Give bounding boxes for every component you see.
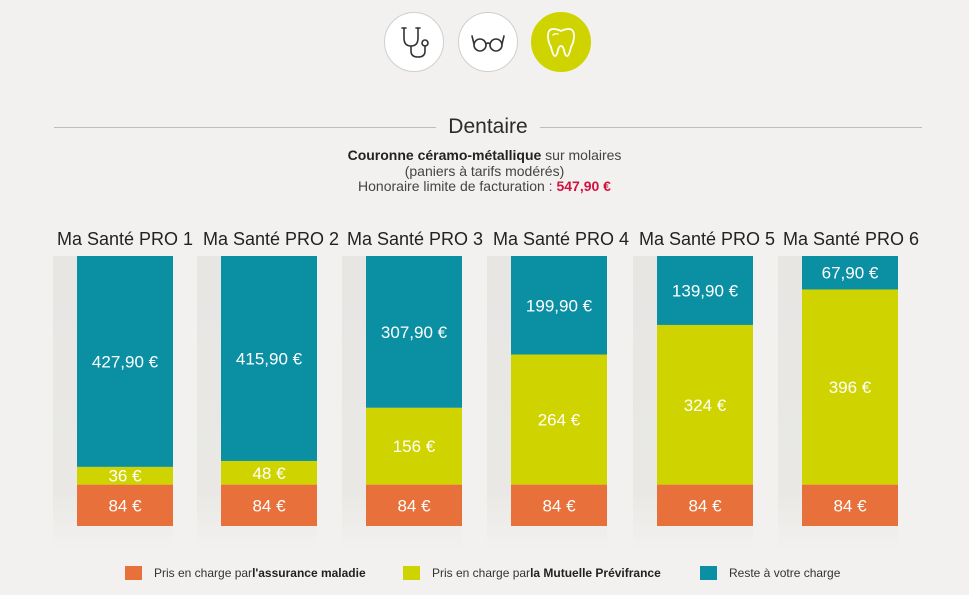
bar-value-label: 84 € xyxy=(833,496,867,515)
bar-value-label: 48 € xyxy=(252,464,286,483)
bar-column: 84 € 324 € 139,90 € xyxy=(633,256,753,550)
bar-column: 84 € 48 € 415,90 € xyxy=(197,256,317,550)
plan-title: Ma Santé PRO 5 xyxy=(638,229,776,249)
stacked-bar: 84 € 36 € 427,90 € xyxy=(77,256,173,526)
bar-value-label: 36 € xyxy=(108,467,142,486)
bar-value-label: 324 € xyxy=(684,396,727,415)
tooth-icon xyxy=(547,28,575,57)
bar-segment-assurance xyxy=(221,484,317,526)
stacked-bar: 84 € 156 € 307,90 € xyxy=(366,256,462,526)
bar-value-label: 199,90 € xyxy=(526,296,593,315)
bar-segment-reste xyxy=(366,256,462,408)
bar-segment-reste xyxy=(221,256,317,461)
bar-value-label: 67,90 € xyxy=(822,264,879,283)
bar-value-label: 264 € xyxy=(538,411,581,430)
bar-column: 84 € 36 € 427,90 € xyxy=(53,256,173,550)
legend-swatch xyxy=(125,566,142,580)
bar-value-label: 84 € xyxy=(108,496,142,515)
stethoscope-button[interactable] xyxy=(384,12,444,72)
bar-value-label: 307,90 € xyxy=(381,323,448,342)
stacked-bar: 84 € 264 € 199,90 € xyxy=(511,256,607,526)
plan-title: Ma Santé PRO 1 xyxy=(56,229,194,249)
section-description: Couronne céramo-métallique sur molaires … xyxy=(0,147,969,195)
legend-item-mutuelle: Pris en charge par la Mutuelle Prévifran… xyxy=(403,566,661,580)
bar-segment-assurance xyxy=(511,484,607,526)
legend-item-reste: Reste à votre charge xyxy=(700,566,840,580)
bar-segment-assurance xyxy=(657,484,753,526)
desc-line3: Honoraire limite de facturation : xyxy=(358,178,557,194)
bar-segment-mutuelle xyxy=(657,324,753,485)
bar-value-label: 415,90 € xyxy=(236,349,303,368)
stacked-bar: 84 € 324 € 139,90 € xyxy=(657,256,753,526)
bar-segment-assurance xyxy=(366,484,462,526)
bar-value-label: 84 € xyxy=(542,496,576,515)
desc-rest: sur molaires xyxy=(541,147,622,163)
bar-value-label: 84 € xyxy=(252,496,286,515)
bar-value-label: 84 € xyxy=(397,496,431,515)
bar-segment-mutuelle xyxy=(802,289,898,485)
optical-button[interactable] xyxy=(458,12,518,72)
bar-segment-assurance xyxy=(77,484,173,526)
bar-segment-assurance xyxy=(802,484,898,526)
stacked-bar: 84 € 48 € 415,90 € xyxy=(221,256,317,526)
bar-segment-mutuelle xyxy=(221,460,317,485)
bar-value-label: 156 € xyxy=(393,437,436,456)
bar-column: 84 € 264 € 199,90 € xyxy=(487,256,607,550)
legend-swatch xyxy=(700,566,717,580)
bar-segment-reste xyxy=(511,256,607,355)
bar-value-label: 396 € xyxy=(829,378,872,397)
desc-bold: Couronne céramo-métallique xyxy=(347,147,542,163)
desc-line2: (paniers à tarifs modérés) xyxy=(404,162,565,179)
plan-title: Ma Santé PRO 2 xyxy=(202,229,340,249)
bar-segment-mutuelle xyxy=(511,354,607,485)
stethoscope-icon xyxy=(401,27,429,58)
section-header: Dentaire xyxy=(54,112,922,142)
bar-segment-mutuelle xyxy=(77,466,173,485)
plan-title: Ma Santé PRO 6 xyxy=(782,229,920,249)
bar-column: 84 € 156 € 307,90 € xyxy=(342,256,462,550)
section-title: Dentaire xyxy=(436,115,540,138)
category-icons xyxy=(0,12,969,76)
bar-segment-reste xyxy=(77,256,173,467)
bar-segment-mutuelle xyxy=(366,407,462,485)
glasses-icon xyxy=(471,35,505,52)
legend-item-assurance: Pris en charge par l'assurance maladie xyxy=(125,566,366,580)
bar-value-label: 427,90 € xyxy=(92,352,159,371)
stacked-bar: 84 € 396 € 67,90 € xyxy=(802,256,898,526)
bar-segment-reste xyxy=(802,256,898,290)
legend: Pris en charge par l'assurance maladie P… xyxy=(0,566,969,584)
dental-button[interactable] xyxy=(531,12,591,72)
price-limit: 547,90 € xyxy=(556,178,611,194)
legend-swatch xyxy=(403,566,420,580)
bar-column: 84 € 396 € 67,90 € xyxy=(778,256,898,550)
bar-value-label: 84 € xyxy=(688,496,722,515)
plan-title: Ma Santé PRO 3 xyxy=(346,229,484,249)
bar-segment-reste xyxy=(657,256,753,325)
bar-value-label: 139,90 € xyxy=(672,281,739,300)
plan-title: Ma Santé PRO 4 xyxy=(492,229,630,249)
